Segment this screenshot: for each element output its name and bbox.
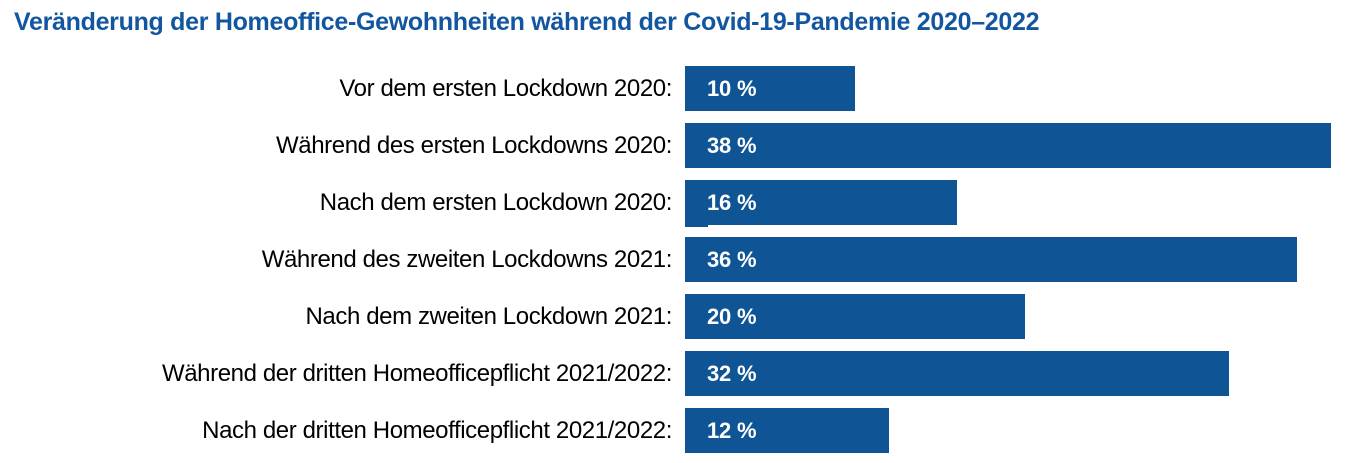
bar-value-label: 36 % (707, 246, 757, 272)
bar-row: Nach dem ersten Lockdown 2020: 16 % (0, 180, 1350, 225)
category-label: Während des ersten Lockdowns 2020: (276, 132, 672, 159)
bar: 20 % (685, 294, 1025, 339)
category-label: Während des zweiten Lockdowns 2021: (261, 246, 673, 273)
bar-value-label: 10 % (707, 75, 757, 101)
bar-row: Während des ersten Lockdowns 2020: 38 % (0, 123, 1350, 168)
bar: 32 % (685, 351, 1229, 396)
bar: 10 % (685, 66, 855, 111)
stray-dash-mark (685, 224, 708, 227)
bar-value-label: 16 % (707, 189, 757, 215)
bar: 16 % (685, 180, 957, 225)
bar-value-label: 12 % (707, 417, 757, 443)
bar-row: Während des zweiten Lockdowns 2021: 36 % (0, 237, 1350, 282)
chart-title: Veränderung der Homeoffice-Gewohnheiten … (14, 8, 1040, 36)
category-label: Während der dritten Homeofficepflicht 20… (161, 360, 672, 387)
bar: 38 % (685, 123, 1331, 168)
bar-value-label: 38 % (707, 132, 757, 158)
bar: 12 % (685, 408, 889, 453)
category-label: Nach der dritten Homeofficepflicht 2021/… (202, 417, 672, 444)
bar-value-label: 20 % (707, 303, 757, 329)
bar: 36 % (685, 237, 1297, 282)
bar-value-label: 32 % (707, 360, 757, 386)
bar-row: Nach der dritten Homeofficepflicht 2021/… (0, 408, 1350, 453)
bar-row: Vor dem ersten Lockdown 2020: 10 % (0, 66, 1350, 111)
bar-row: Während der dritten Homeofficepflicht 20… (0, 351, 1350, 396)
category-label: Vor dem ersten Lockdown 2020: (339, 75, 672, 102)
category-label: Nach dem zweiten Lockdown 2021: (305, 303, 673, 330)
bar-rows: Vor dem ersten Lockdown 2020: 10 % Während… (0, 66, 1350, 463)
category-label: Nach dem ersten Lockdown 2020: (319, 189, 673, 216)
bar-row: Nach dem zweiten Lockdown 2021: 20 % (0, 294, 1350, 339)
